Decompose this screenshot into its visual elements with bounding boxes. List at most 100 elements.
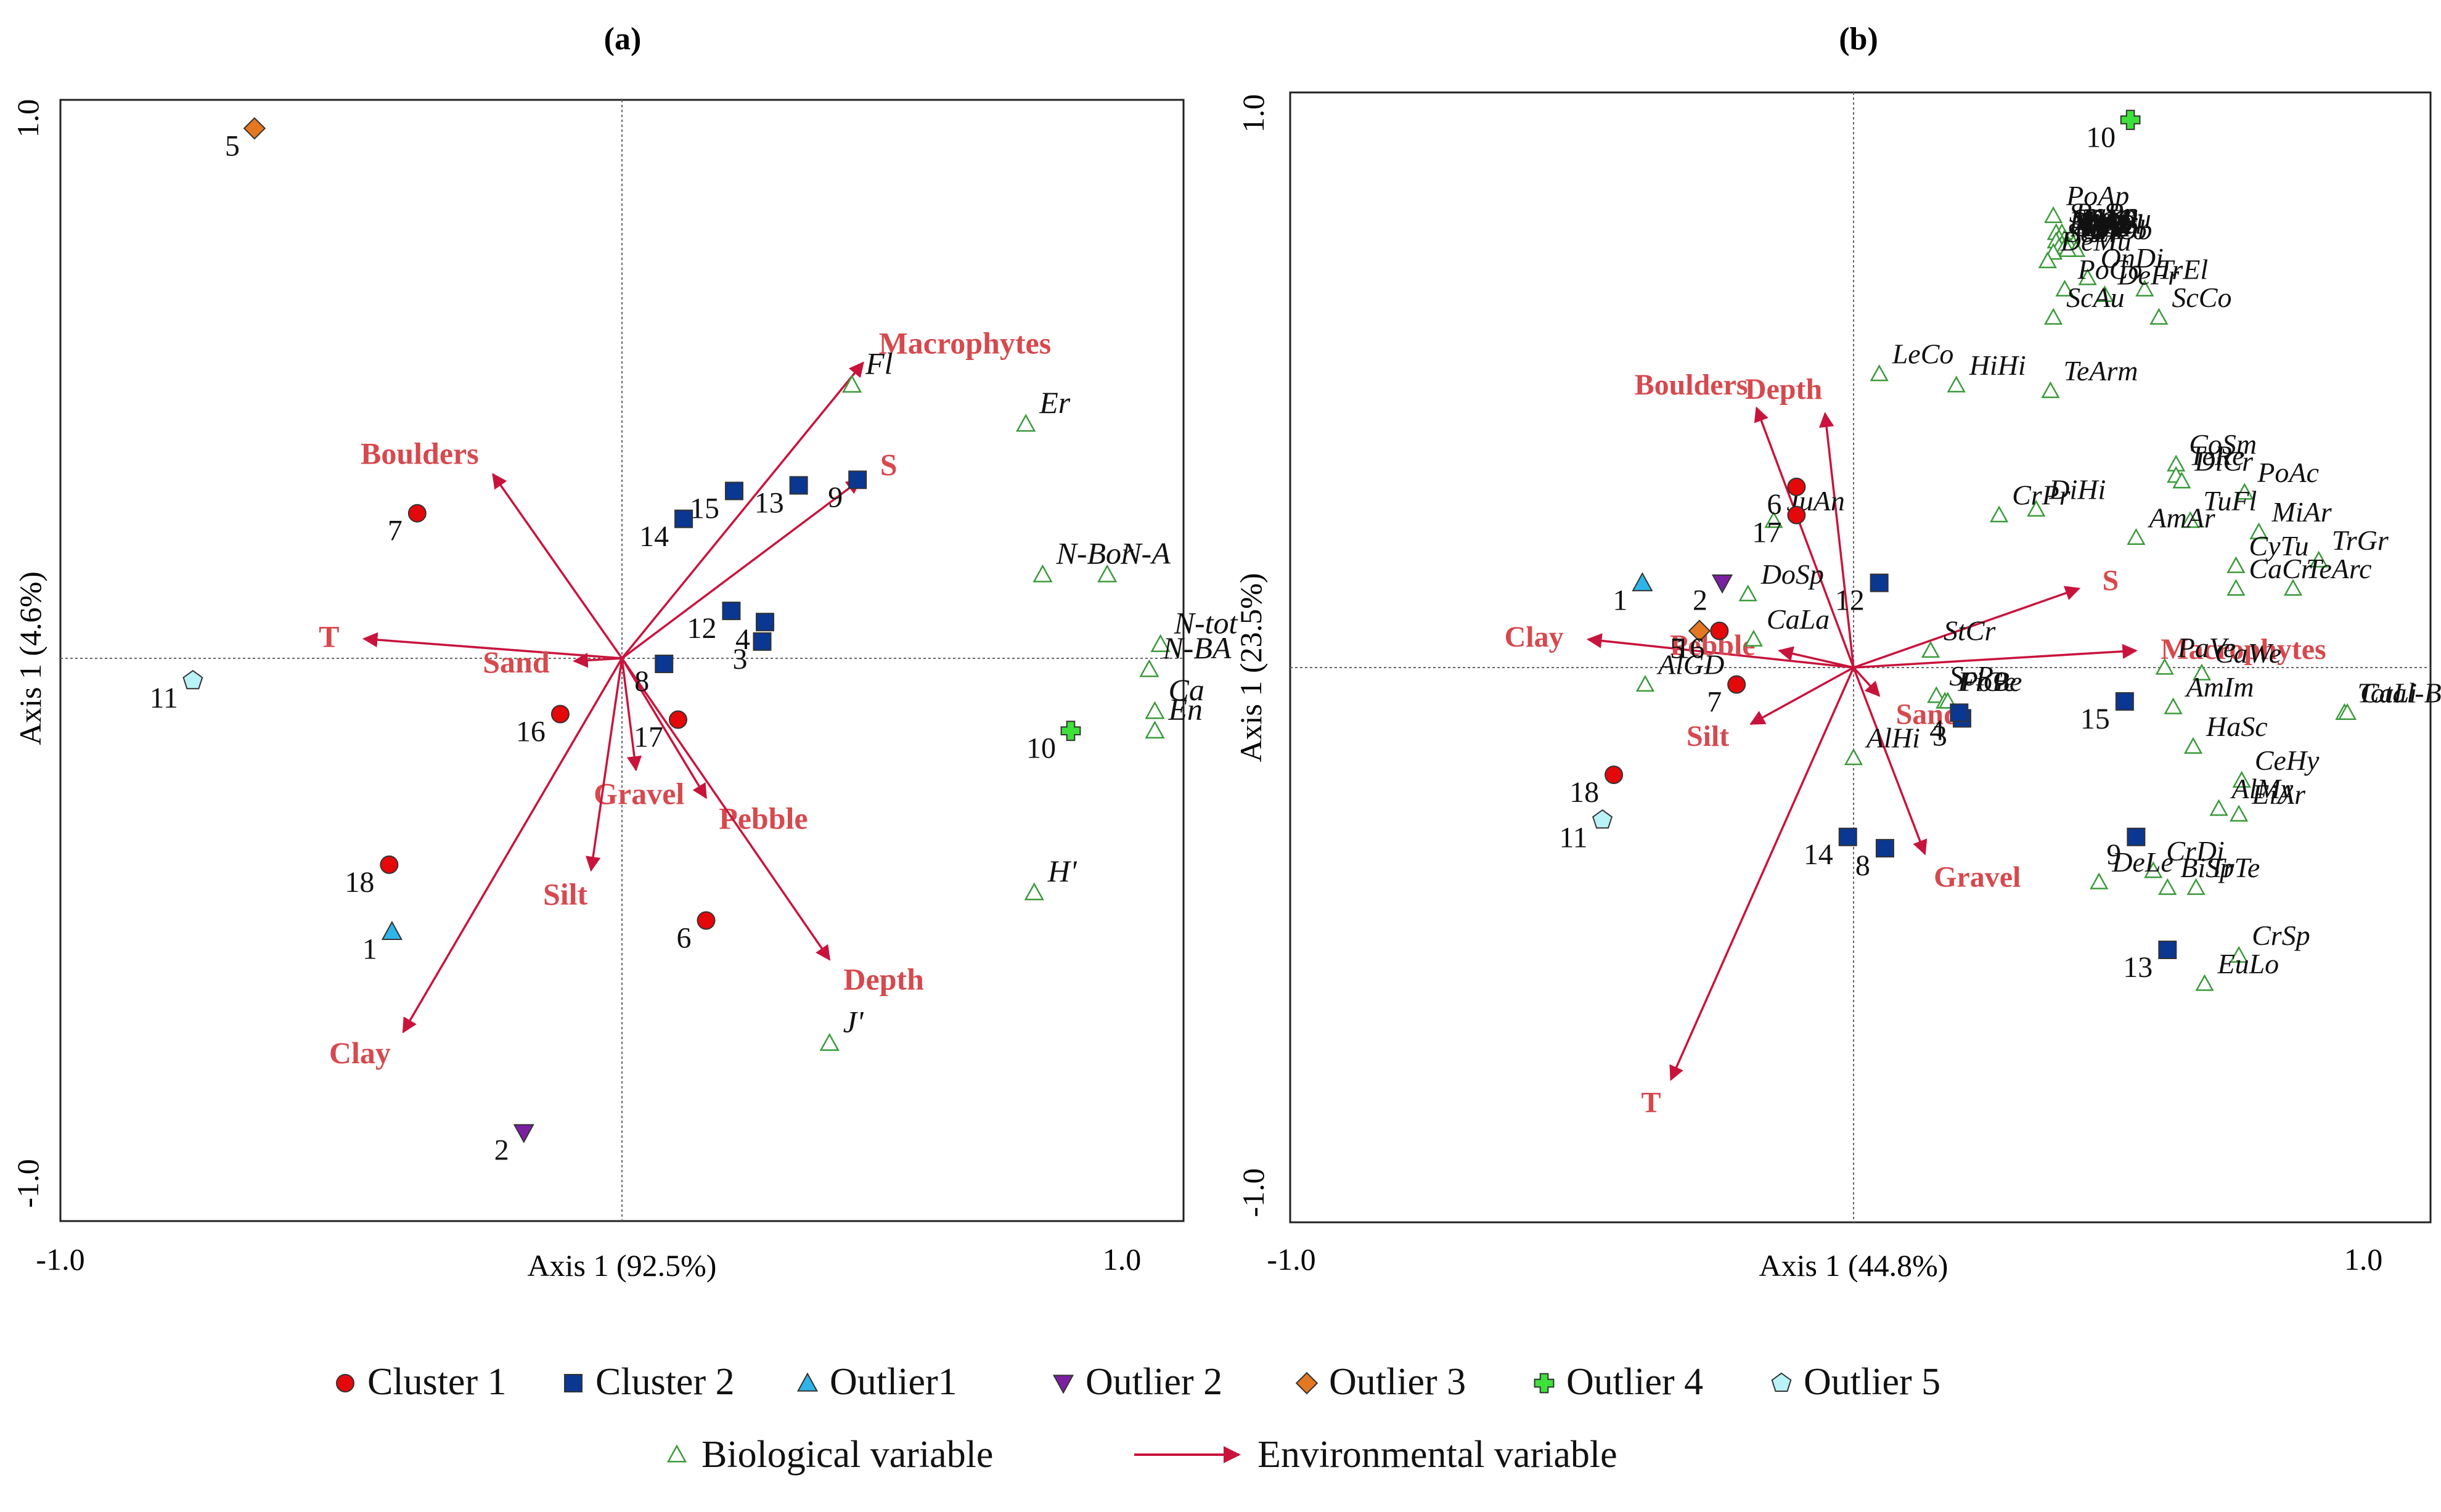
biological-variable-marker [2127, 528, 2146, 545]
sample-point [1838, 827, 1857, 846]
legend-marker [1771, 1372, 1792, 1392]
biological-variable-label: Total-B [2357, 677, 2441, 708]
biological-variable-label: N-BA [1162, 631, 1232, 665]
sample-point [182, 669, 203, 690]
biological-variable-marker [2249, 522, 2268, 539]
biological-variable-label: RhPl [2086, 208, 2143, 240]
biological-variable-marker [2229, 946, 2249, 963]
biological-variable-marker [2181, 511, 2200, 528]
biological-variable-label: TeArc [2306, 553, 2372, 584]
sample-point [243, 116, 266, 140]
biological-variable-label: En [1168, 692, 1203, 727]
sample-point [381, 920, 403, 940]
sample-point [1870, 573, 1889, 592]
sample-label: 15 [690, 492, 719, 525]
biological-variable-marker [2186, 878, 2206, 895]
biological-variable-marker [1870, 364, 1889, 382]
panel-a-environmental-arrows: Macrophytes S Boulders T Sand Gravel Pebble Sil… [319, 325, 1051, 1070]
environmental-label: Macrophytes [879, 325, 1052, 360]
environmental-arrow [1818, 412, 1855, 668]
biological-variable-marker [2226, 556, 2246, 573]
biological-variable-label: PoCo [2077, 253, 2143, 285]
environmental-arrow [1778, 646, 1854, 669]
environmental-label: Depth [843, 962, 924, 997]
biological-variable-label: DiHi [2048, 474, 2106, 505]
legend-label: Outlier1 [830, 1361, 957, 1403]
biological-variable-label: FiGe [1957, 666, 2016, 697]
biological-variable-label: PaVe [2177, 632, 2236, 663]
sample-label: 17 [1752, 517, 1781, 549]
sample-point [722, 602, 741, 621]
biological-variable-label: BiSp [2180, 852, 2234, 883]
environmental-label: T [319, 619, 339, 653]
biological-variable-label: SmMi [2072, 203, 2138, 234]
sample-label: 18 [345, 866, 374, 899]
environmental-arrow [402, 658, 623, 1034]
biological-variable-label: DiOb [2088, 214, 2152, 245]
sample-point [756, 613, 775, 632]
environmental-label: Gravel [1934, 861, 2021, 894]
panel-a-xtick-left: -1.0 [36, 1242, 84, 1277]
sample-label: 8 [634, 665, 649, 698]
biological-variable-label: LeCo [1892, 338, 1954, 370]
biological-variable-marker [2183, 737, 2203, 754]
biological-variable-label: AlGD [1656, 649, 1724, 680]
biological-variable-label: AgSc [2070, 211, 2130, 243]
sample-label: 10 [1026, 732, 1056, 765]
biological-variable-label: CaWe [2215, 637, 2281, 669]
sample-point [2127, 827, 2146, 846]
legend-marker [796, 1372, 819, 1392]
environmental-label: S [880, 447, 897, 481]
biological-variable-label: J' [843, 1004, 864, 1039]
sample-label: 12 [1835, 584, 1865, 617]
biological-variable-label: DeOu [2083, 203, 2151, 234]
legend-environmental-label: Environmental variable [1257, 1434, 1617, 1476]
sample-label: 17 [634, 721, 663, 754]
environmental-label: Sand [483, 645, 550, 679]
biological-variable-label: ScPo [1949, 660, 2008, 692]
legend-label: Outlier 4 [1566, 1361, 1703, 1403]
sample-label: 13 [754, 487, 784, 520]
legend-biological-marker [666, 1444, 687, 1463]
sample-point [407, 504, 427, 523]
sample-label: 3 [1932, 719, 1947, 752]
biological-variable-label: CyTu [2249, 530, 2308, 562]
biological-variable-label: DeMu [2060, 226, 2132, 257]
sample-label: 2 [494, 1134, 509, 1166]
biological-variable-marker [2172, 472, 2191, 489]
biological-variable-label: CaLi [2360, 677, 2417, 708]
biological-variable-label: CrPr [2012, 480, 2071, 511]
biological-variable-label: Fl [865, 346, 893, 381]
sample-point [2120, 110, 2141, 130]
panel-a-xtick-right: 1.0 [1103, 1242, 1142, 1277]
biological-variable-label: Ca [1169, 672, 1204, 707]
sample-label: 7 [388, 515, 403, 547]
biological-variable-label: EuLo [2217, 948, 2279, 979]
biological-variable-label: TuVe [2080, 208, 2135, 240]
panel-a-ylabel: Axis 1 (4.6%) [13, 571, 47, 745]
biological-variable-marker [2309, 550, 2328, 568]
biological-variable-marker [2027, 499, 2046, 517]
biological-variable-marker [1150, 634, 1171, 652]
biological-variable-marker [2043, 308, 2063, 325]
biological-variable-marker [2055, 279, 2074, 296]
biological-variable-marker [1738, 584, 1757, 602]
environmental-arrow [621, 658, 642, 772]
sample-point [1060, 721, 1081, 742]
biological-variable-label: ScLi [2066, 217, 2117, 248]
environmental-label: Clay [1505, 621, 1564, 653]
biological-variable-marker [2209, 799, 2228, 816]
biological-variable-label: TrGr [2332, 525, 2389, 556]
sample-label: 18 [1569, 776, 1599, 809]
biological-variable-marker [2090, 872, 2109, 889]
biological-variable-label: ScAu [2066, 282, 2125, 313]
biological-variable-label: DiCr [2194, 446, 2254, 477]
biological-variable-label: EiAr [2251, 778, 2306, 810]
sample-point [2115, 692, 2134, 711]
environmental-arrow [1669, 667, 1855, 1081]
biological-variable-label: CoSm [2189, 428, 2257, 460]
sample-point [674, 509, 693, 528]
sample-point [2158, 941, 2177, 959]
